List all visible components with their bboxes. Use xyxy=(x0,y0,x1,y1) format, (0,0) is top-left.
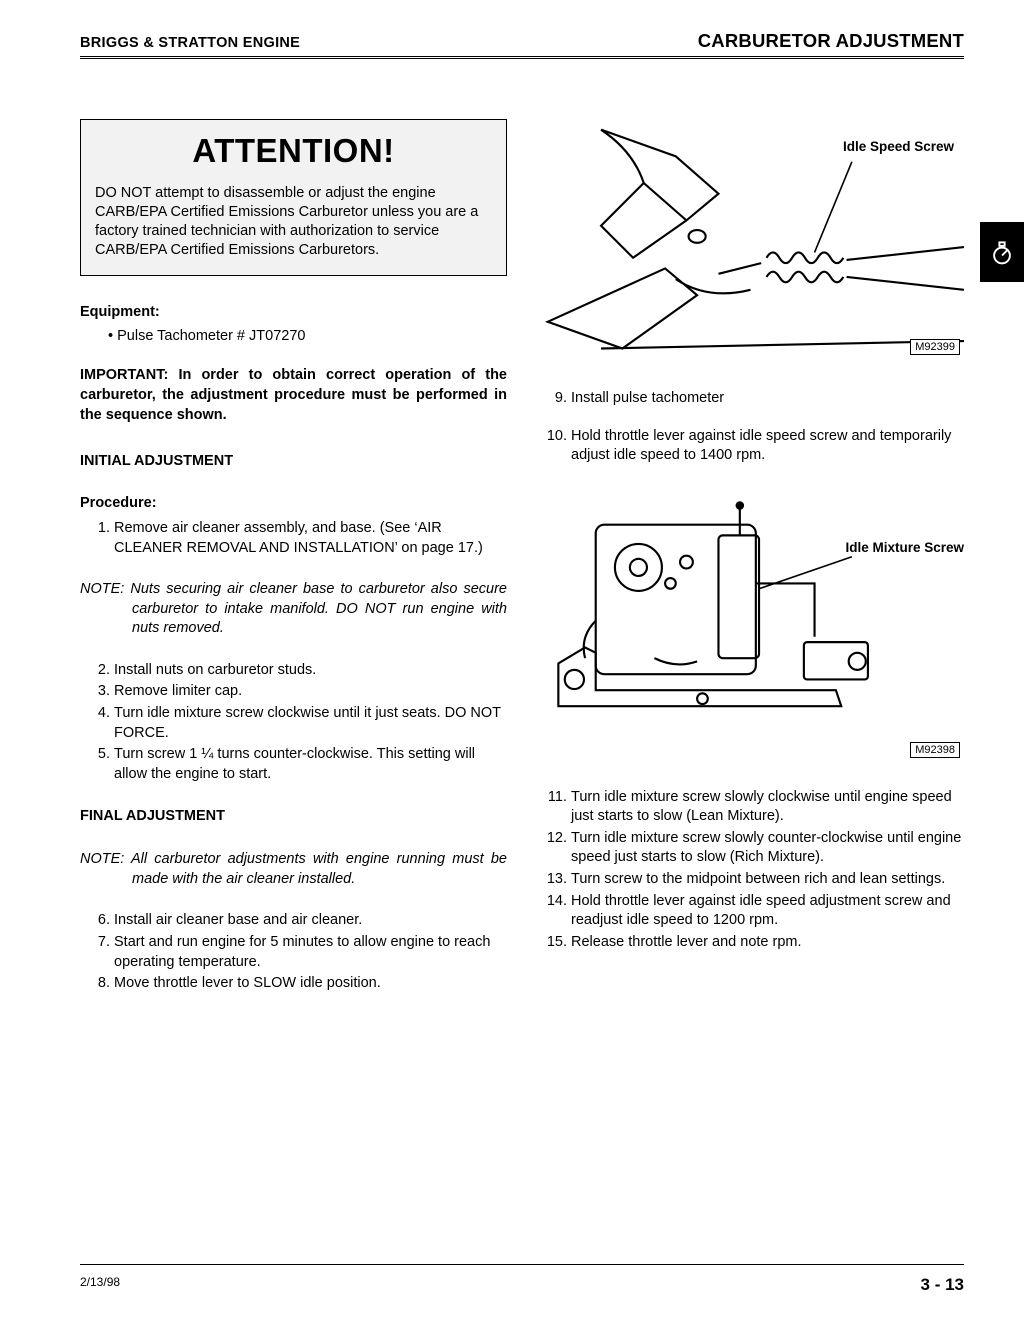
figure1-label: Idle Speed Screw xyxy=(843,139,954,154)
procedure-list-d: Install pulse tachometer Hold throttle l… xyxy=(537,389,964,466)
step-9: Install pulse tachometer xyxy=(571,389,964,409)
page-footer: 2/13/98 3 - 13 xyxy=(80,1264,964,1295)
procedure-list-a: Remove air cleaner assembly, and base. (… xyxy=(80,519,507,558)
note-1: NOTE: Nuts securing air cleaner base to … xyxy=(80,580,507,639)
step-7: Start and run engine for 5 minutes to al… xyxy=(114,933,507,972)
step-12: Turn idle mixture screw slowly counter-c… xyxy=(571,829,964,868)
note-2: NOTE: All carburetor adjustments with en… xyxy=(80,850,507,889)
figure-2: Idle Mixture Screw M92398 xyxy=(537,482,964,762)
important-lead: IMPORTANT: xyxy=(80,367,178,383)
figure-1: Idle Speed Screw M92399 xyxy=(537,119,964,359)
step-3: Remove limiter cap. xyxy=(114,682,507,702)
note1-body: Nuts securing air cleaner base to carbur… xyxy=(130,581,507,636)
attention-box: ATTENTION! DO NOT attempt to disassemble… xyxy=(80,119,507,276)
equipment-heading: Equipment: xyxy=(80,304,507,320)
initial-heading: INITIAL ADJUSTMENT xyxy=(80,453,507,469)
step-4: Turn idle mixture screw clockwise until … xyxy=(114,704,507,743)
footer-date: 2/13/98 xyxy=(80,1275,120,1295)
attention-body: DO NOT attempt to disassemble or adjust … xyxy=(95,184,492,259)
header-right: CARBURETOR ADJUSTMENT xyxy=(698,30,964,52)
step-5: Turn screw 1 ¼ turns counter-clockwise. … xyxy=(114,745,507,784)
step-10: Hold throttle lever against idle speed s… xyxy=(571,427,964,466)
procedure-list-b: Install nuts on carburetor studs. Remove… xyxy=(80,661,507,784)
figure2-label: Idle Mixture Screw xyxy=(845,540,964,555)
left-column: ATTENTION! DO NOT attempt to disassemble… xyxy=(80,119,507,996)
header-left: BRIGGS & STRATTON ENGINE xyxy=(80,35,300,51)
procedure-list-e: Turn idle mixture screw slowly clockwise… xyxy=(537,788,964,953)
page-header: BRIGGS & STRATTON ENGINE CARBURETOR ADJU… xyxy=(80,30,964,59)
right-column: Idle Speed Screw M92399 Install pulse ta… xyxy=(537,119,964,996)
procedure-list-c: Install air cleaner base and air cleaner… xyxy=(80,911,507,993)
step-6: Install air cleaner base and air cleaner… xyxy=(114,911,507,931)
figure2-ref: M92398 xyxy=(910,742,960,758)
final-heading: FINAL ADJUSTMENT xyxy=(80,808,507,824)
step-8: Move throttle lever to SLOW idle positio… xyxy=(114,974,507,994)
section-tab-icon xyxy=(980,222,1024,282)
important-note: IMPORTANT: In order to obtain correct op… xyxy=(80,366,507,425)
attention-title: ATTENTION! xyxy=(95,132,492,170)
step-1: Remove air cleaner assembly, and base. (… xyxy=(114,519,507,558)
step-13: Turn screw to the midpoint between rich … xyxy=(571,870,964,890)
step-11: Turn idle mixture screw slowly clockwise… xyxy=(571,788,964,827)
note1-lead: NOTE: xyxy=(80,581,130,597)
figure1-ref: M92399 xyxy=(910,339,960,355)
step-15: Release throttle lever and note rpm. xyxy=(571,933,964,953)
procedure-label: Procedure: xyxy=(80,495,507,511)
equipment-item: Pulse Tachometer # JT07270 xyxy=(108,328,507,344)
note2-body: All carburetor adjustments with engine r… xyxy=(131,851,507,887)
footer-page: 3 - 13 xyxy=(921,1275,964,1295)
step-14: Hold throttle lever against idle speed a… xyxy=(571,892,964,931)
step-2: Install nuts on carburetor studs. xyxy=(114,661,507,681)
note2-lead: NOTE: xyxy=(80,851,131,867)
